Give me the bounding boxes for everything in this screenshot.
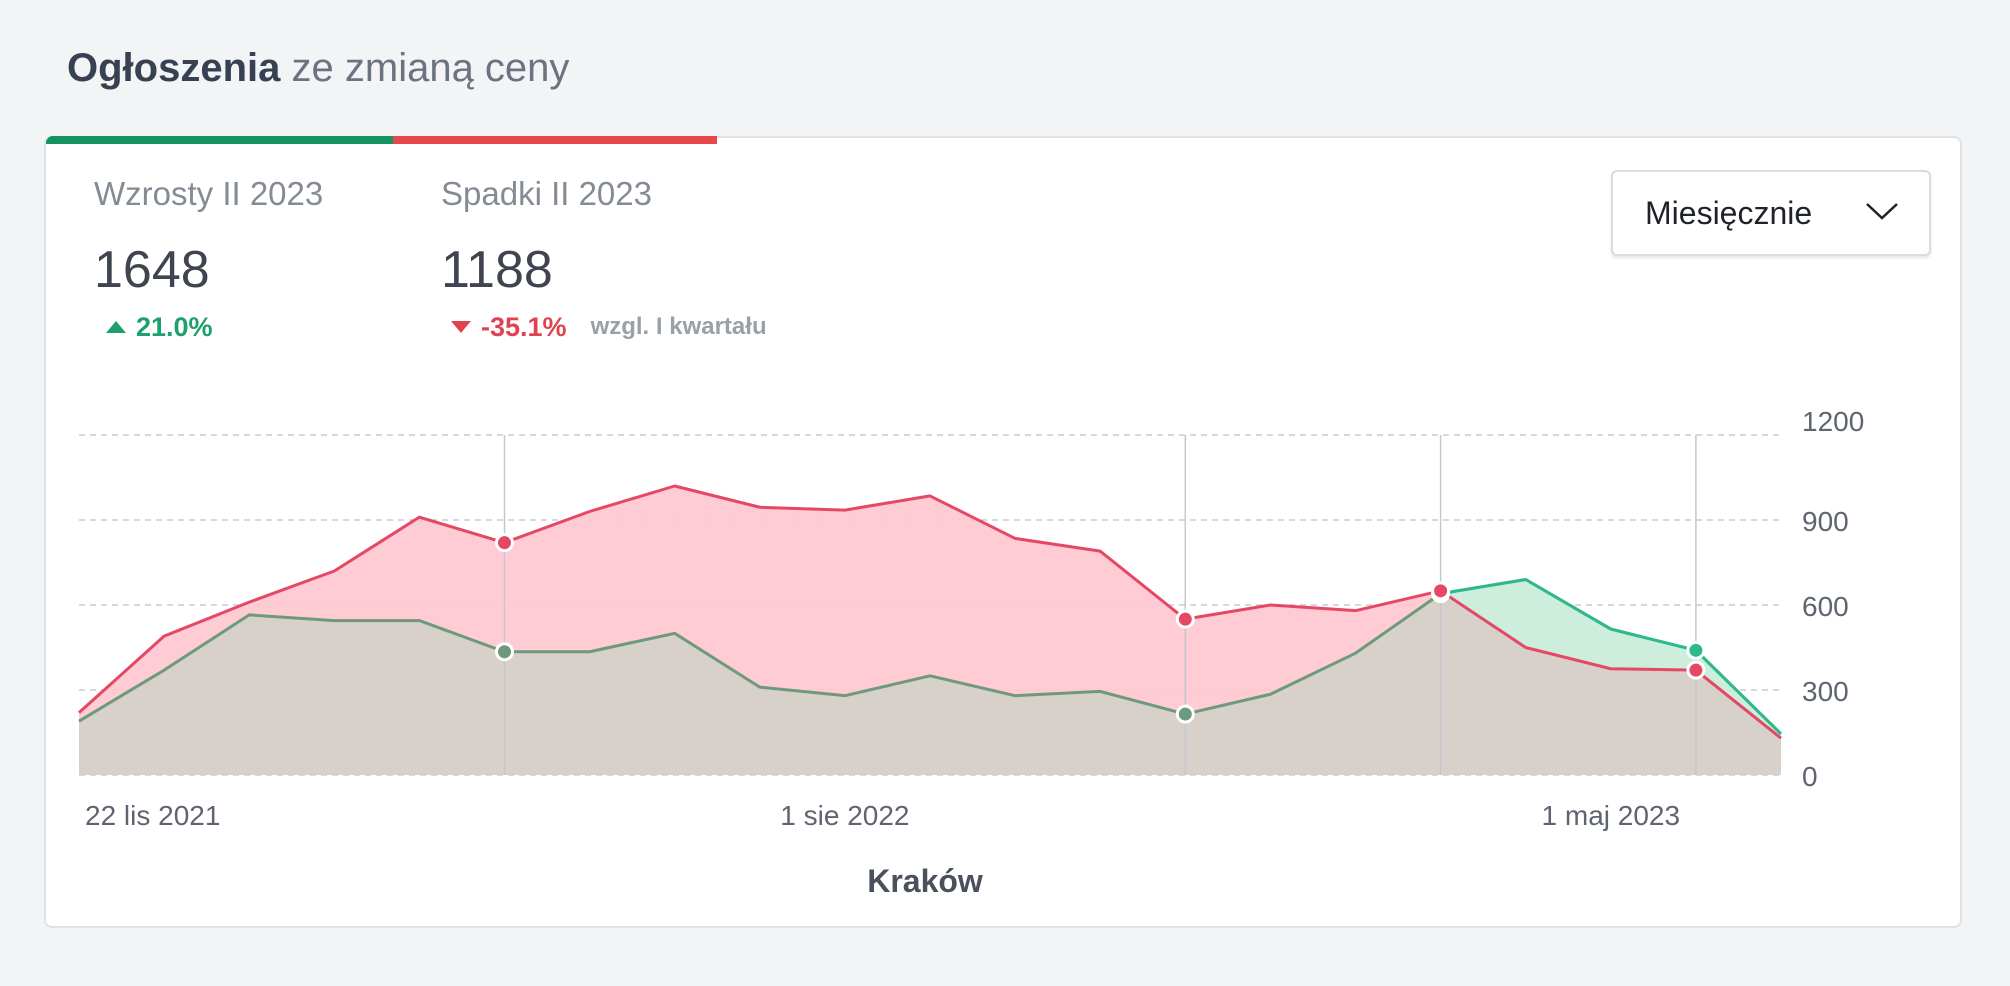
y-tick-label: 300	[1802, 676, 1849, 707]
decreases-point	[1431, 581, 1451, 601]
increases-line-segment	[1694, 649, 1783, 735]
increases-line-segment	[1524, 578, 1612, 631]
decreases-tab-indicator	[393, 136, 717, 144]
chevron-down-icon	[1865, 201, 1899, 226]
decreases-change-value: -35.1%	[481, 312, 567, 342]
decreases-value: 1188	[441, 241, 553, 299]
price-change-chart: 1200 900 600 300 0 22 lis 2021 1 sie 2022 1 maj…	[77, 406, 1864, 899]
increases-value: 1648	[94, 241, 210, 299]
decreases-point	[1686, 660, 1706, 680]
increases-change: 21.0%	[94, 310, 323, 344]
period-select-value: Miesięcznie	[1645, 194, 1813, 231]
y-tick-label: 600	[1802, 591, 1849, 622]
decreases-stat[interactable]: Spadki II 2023 1188 -35.1% wzgl. I kwart…	[441, 174, 767, 344]
price-change-card: Wzrosty II 2023 1648 21.0% Spadki II 202…	[44, 136, 1962, 928]
decreases-line	[77, 484, 1782, 740]
y-tick-label: 0	[1802, 761, 1818, 792]
increases-tab-indicator	[46, 136, 393, 144]
y-tick-label: 900	[1802, 506, 1849, 537]
page-title-strong: Ogłoszenia	[67, 46, 281, 90]
increases-change-value: 21.0%	[136, 312, 213, 342]
x-tick-label: 1 maj 2023	[1542, 800, 1681, 831]
decreases-point	[495, 533, 514, 553]
x-tick-label: 22 lis 2021	[85, 800, 220, 831]
decreases-change: -35.1% wzgl. I kwartału	[441, 310, 767, 344]
x-axis-title: Kraków	[867, 863, 983, 899]
increases-point	[495, 642, 514, 662]
decreases-label: Spadki II 2023	[441, 175, 652, 212]
page-title: Ogłoszenia ze zmianą ceny	[67, 40, 569, 96]
y-tick-label: 1200	[1802, 406, 1864, 437]
increases-line-segment	[1610, 627, 1697, 652]
page-title-rest: ze zmianą ceny	[291, 46, 570, 90]
x-tick-label: 1 sie 2022	[780, 800, 909, 831]
increases-point	[1175, 704, 1195, 724]
triangle-down-icon	[451, 321, 471, 333]
increases-label: Wzrosty II 2023	[94, 175, 324, 212]
compare-note: wzgl. I kwartału	[590, 313, 767, 340]
increases-point	[1686, 640, 1706, 660]
decreases-point	[1175, 609, 1195, 629]
triangle-up-icon	[106, 321, 126, 333]
increases-stat[interactable]: Wzrosty II 2023 1648 21.0%	[94, 174, 323, 344]
increases-line-segment	[1440, 578, 1526, 596]
period-select[interactable]: Miesięcznie	[1611, 170, 1931, 256]
